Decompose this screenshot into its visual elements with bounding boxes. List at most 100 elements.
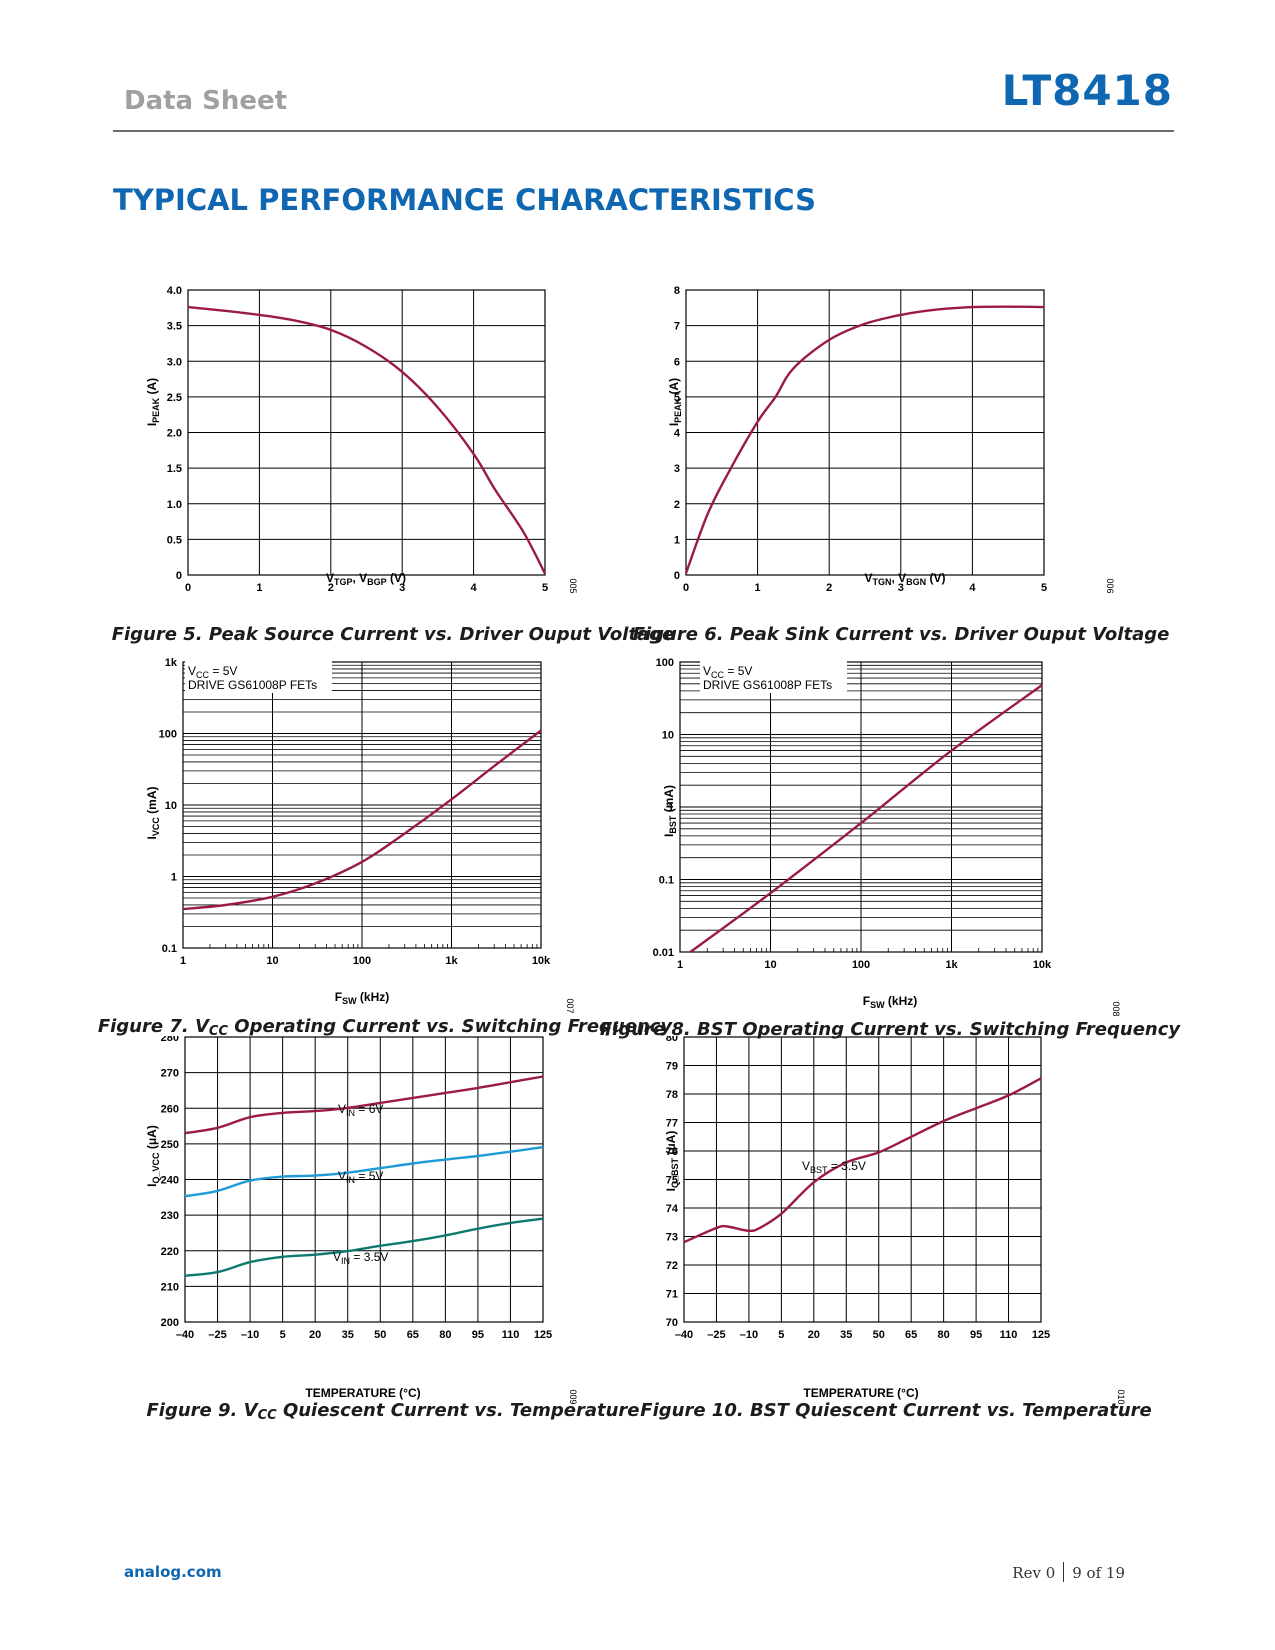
caption-subscript: CC [257, 1408, 277, 1423]
y-tick-label: 280 [161, 1036, 179, 1044]
y-tick-label: 3.0 [167, 356, 182, 368]
figure-5-caption: Figure 5. Peak Source Current vs. Driver… [111, 624, 675, 645]
y-tick-label: 4 [674, 428, 681, 440]
footer-website-link[interactable]: analog.com [124, 1563, 222, 1581]
x-tick-label: 2 [826, 582, 832, 594]
x-tick-label: 1k [945, 959, 958, 971]
y-tick-label: 10 [662, 730, 674, 742]
x-tick-label: 1 [180, 955, 186, 967]
figure-code: 007 [565, 998, 575, 1013]
x-tick-label: 3 [898, 582, 904, 594]
series-line [184, 1145, 544, 1198]
caption-subscript: CC [208, 1024, 228, 1039]
y-axis-label: IQ_VCC (μA) [145, 1125, 161, 1187]
x-axis-label: FSW (kHz) [335, 990, 390, 1006]
caption-text: Operating Current vs. Switching Frequenc… [228, 1016, 673, 1037]
annotation-drive: DRIVE GS61008P FETs [188, 678, 317, 692]
chart-peak-source-current: 0 1 2 3 4 5 0 0.5 1.0 1.5 2.0 2.5 3.0 3.5 4.0 VTGP, VB… [145, 285, 578, 594]
y-tick-label: 260 [161, 1103, 179, 1115]
y-tick-label: 0.5 [167, 534, 182, 546]
x-tick-label: 4 [969, 582, 976, 594]
x-tick-label: 35 [342, 1329, 354, 1341]
y-tick-label: 210 [161, 1281, 179, 1293]
x-tick-label: 2 [328, 582, 334, 594]
x-tick-label: 95 [970, 1329, 982, 1341]
y-tick-label: 220 [161, 1246, 179, 1258]
figure-7-caption: Figure 7. VCC Operating Current vs. Swit… [85, 1016, 685, 1039]
figure-8-caption: Figure 8. BST Operating Current vs. Swit… [599, 1019, 1181, 1040]
x-tick-label: 125 [1032, 1329, 1050, 1341]
x-tick-label: 0 [683, 582, 689, 594]
x-tick-label: –25 [707, 1329, 725, 1341]
x-tick-label: 65 [407, 1329, 419, 1341]
y-tick-label: 7 [674, 321, 680, 333]
revision: Rev 0 [1012, 1564, 1056, 1582]
x-tick-label: 5 [542, 582, 548, 594]
x-tick-label: 110 [1000, 1329, 1018, 1341]
x-tick-label: 10k [1033, 959, 1052, 971]
y-tick-label: 230 [161, 1210, 179, 1222]
y-tick-label: 0 [176, 570, 182, 582]
x-tick-label: 20 [808, 1329, 820, 1341]
y-tick-label: 1.0 [167, 499, 182, 511]
x-tick-label: 5 [778, 1329, 784, 1341]
chart-bst-quiescent-current: –40 –25 –10 5 20 35 50 65 80 95 110 125 70 71 72 73 74 75… [664, 1036, 1126, 1405]
figure-6-caption: Figure 6. Peak Sink Current vs. Driver O… [632, 624, 1170, 645]
x-tick-label: 100 [852, 959, 870, 971]
footer-page-info: Rev 0 9 of 19 [1012, 1562, 1125, 1582]
y-tick-label: 200 [161, 1317, 179, 1329]
x-tick-label: 3 [399, 582, 405, 594]
label-vin-5v: VIN = 5V [338, 1169, 383, 1185]
annotation-box [185, 661, 332, 693]
document-type-label: Data Sheet [124, 86, 288, 116]
annotation-drive: DRIVE GS61008P FETs [703, 678, 832, 692]
annotation-vcc: VCC = 5V [188, 664, 237, 680]
header-rule [113, 130, 1174, 132]
y-tick-label: 1 [674, 534, 680, 546]
y-axis-label: IPEAK (A) [667, 378, 683, 426]
figure-code: 006 [1105, 578, 1115, 593]
y-tick-label: 5 [674, 392, 680, 404]
section-title: TYPICAL PERFORMANCE CHARACTERISTICS [113, 183, 817, 217]
y-axis-label: IVCC (mA) [145, 786, 161, 839]
y-tick-label: 79 [666, 1061, 678, 1073]
series-line [187, 305, 547, 575]
y-tick-label: 6 [674, 356, 680, 368]
y-tick-label: 0.1 [162, 943, 177, 955]
y-tick-label: 2.5 [167, 392, 182, 404]
series-line [689, 684, 1043, 953]
y-tick-label: 1.5 [167, 463, 182, 475]
y-tick-label: 78 [666, 1089, 678, 1101]
x-tick-label: 110 [502, 1329, 520, 1341]
caption-text: Quiescent Current vs. Temperature [276, 1400, 640, 1421]
x-tick-label: 50 [374, 1329, 386, 1341]
x-axis-label: FSW (kHz) [863, 994, 918, 1010]
y-tick-label: 250 [161, 1139, 179, 1151]
x-tick-label: –10 [241, 1329, 259, 1341]
annotation-vcc: VCC = 5V [703, 664, 752, 680]
y-tick-label: 1 [171, 872, 177, 884]
y-tick-label: 1 [668, 802, 674, 814]
x-tick-label: 95 [472, 1329, 484, 1341]
y-tick-label: 72 [666, 1260, 678, 1272]
x-tick-label: 125 [534, 1329, 552, 1341]
label-vin-6v: VIN = 6V [338, 1102, 383, 1118]
x-axis-label: TEMPERATURE (°C) [305, 1386, 420, 1400]
x-tick-label: 0 [185, 582, 191, 594]
x-axis-label: VTGP, VBGP (V) [326, 571, 406, 587]
y-tick-label: 71 [666, 1289, 678, 1301]
figure-code: 008 [1111, 1001, 1121, 1016]
x-tick-label: 50 [873, 1329, 885, 1341]
y-axis-label: IBST (mA) [662, 785, 678, 837]
caption-text: Figure 7. V [97, 1016, 209, 1037]
x-tick-label: 10 [764, 959, 776, 971]
x-tick-label: 5 [1041, 582, 1047, 594]
figure-code: 005 [568, 578, 578, 593]
footer-divider [1063, 1562, 1065, 1582]
figure-9-caption: Figure 9. VCC Quiescent Current vs. Temp… [93, 1400, 693, 1423]
y-tick-label: 0.01 [653, 947, 674, 959]
y-tick-label: 73 [666, 1232, 678, 1244]
x-tick-label: –25 [208, 1329, 226, 1341]
y-tick-label: 76 [666, 1146, 678, 1158]
